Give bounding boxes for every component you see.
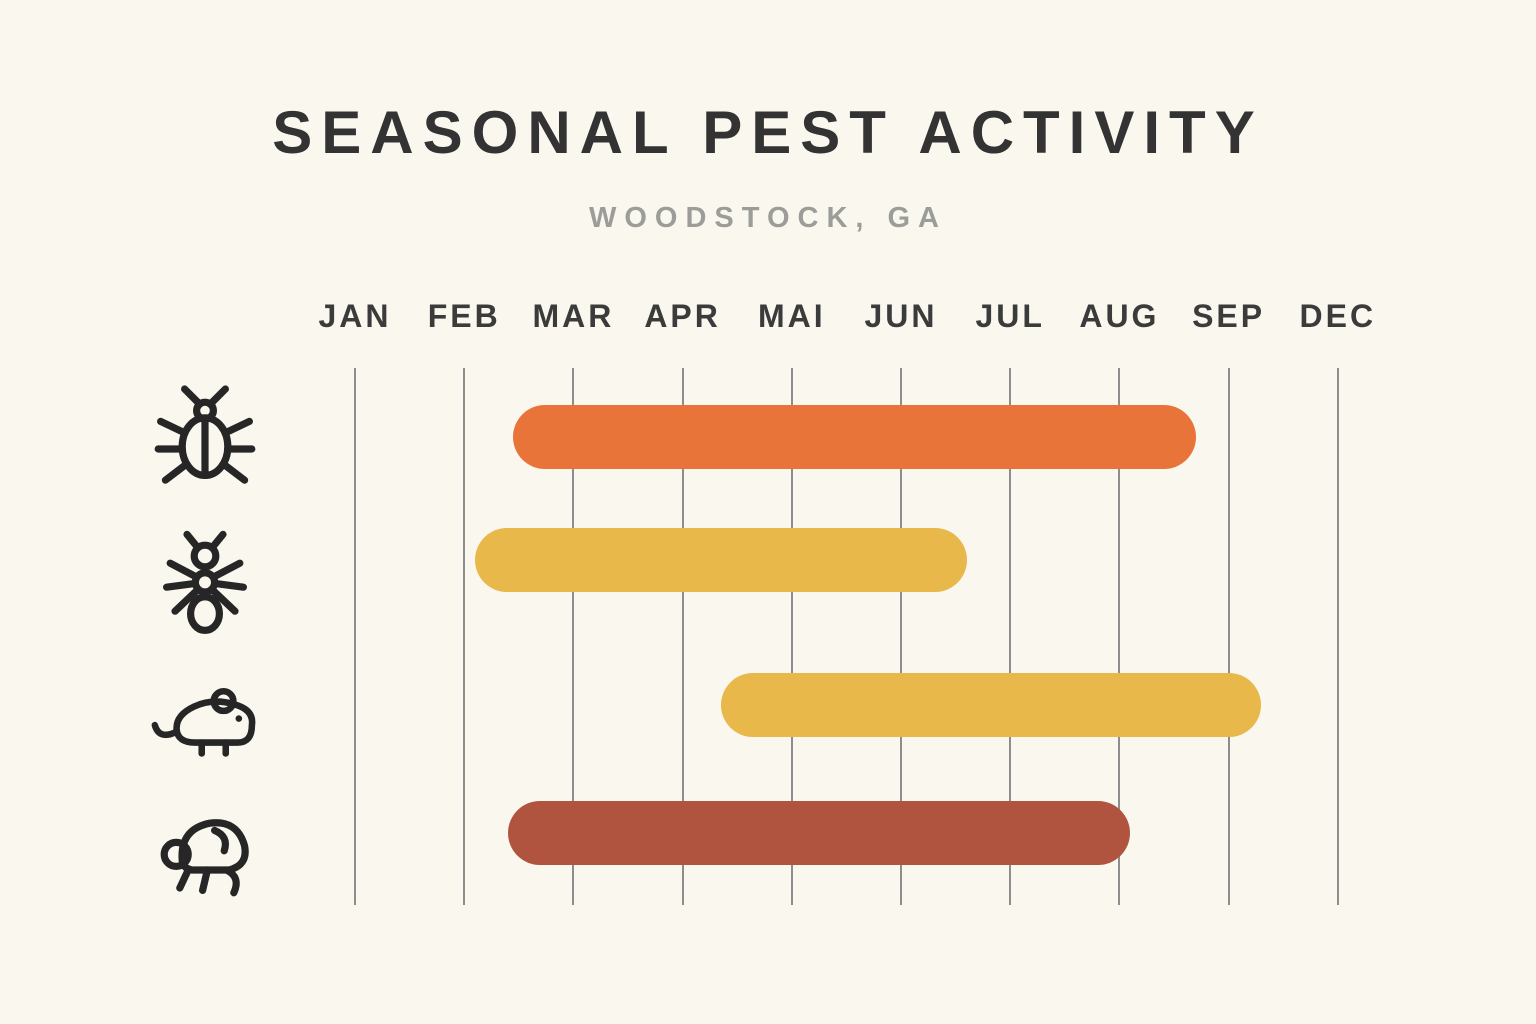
gridline-mar — [572, 368, 575, 905]
gridline-jul — [1009, 368, 1012, 905]
month-label-mai: MAI — [757, 298, 826, 334]
month-label-mar: MAR — [532, 298, 615, 334]
flea-icon — [145, 786, 265, 906]
month-label-jan: JAN — [318, 298, 392, 334]
gridline-sep — [1227, 368, 1230, 905]
month-label-aug: AUG — [1079, 298, 1160, 334]
beetle-activity-bar — [513, 405, 1196, 469]
gridline-apr — [681, 368, 684, 905]
ant-activity-bar — [475, 528, 967, 592]
chart-subtitle: WOODSTOCK, GA — [588, 202, 948, 234]
gridline-feb — [463, 368, 466, 905]
mouse-icon — [145, 652, 265, 772]
gridline-jan — [354, 368, 356, 905]
gridline-mai — [790, 368, 793, 905]
month-label-apr: APR — [644, 298, 721, 334]
month-label-jul: JUL — [975, 298, 1045, 334]
mouse-activity-bar — [720, 673, 1262, 737]
beetle-icon — [145, 377, 265, 497]
gridline-aug — [1118, 368, 1121, 905]
month-label-feb: FEB — [427, 298, 501, 334]
month-label-sep: SEP — [1192, 298, 1266, 334]
gridline-jun — [900, 368, 902, 905]
chart-title: SEASONAL PEST ACTIVITY — [272, 99, 1264, 166]
gridline-dec — [1336, 368, 1339, 905]
ant-icon — [145, 526, 265, 646]
month-axis: JAN FEB MAR APR MAI JUN JUL AUG SEP DEC — [0, 298, 1536, 342]
flea-activity-bar — [507, 801, 1131, 865]
month-label-jun: JUN — [864, 298, 938, 334]
month-label-dec: DEC — [1299, 298, 1377, 334]
